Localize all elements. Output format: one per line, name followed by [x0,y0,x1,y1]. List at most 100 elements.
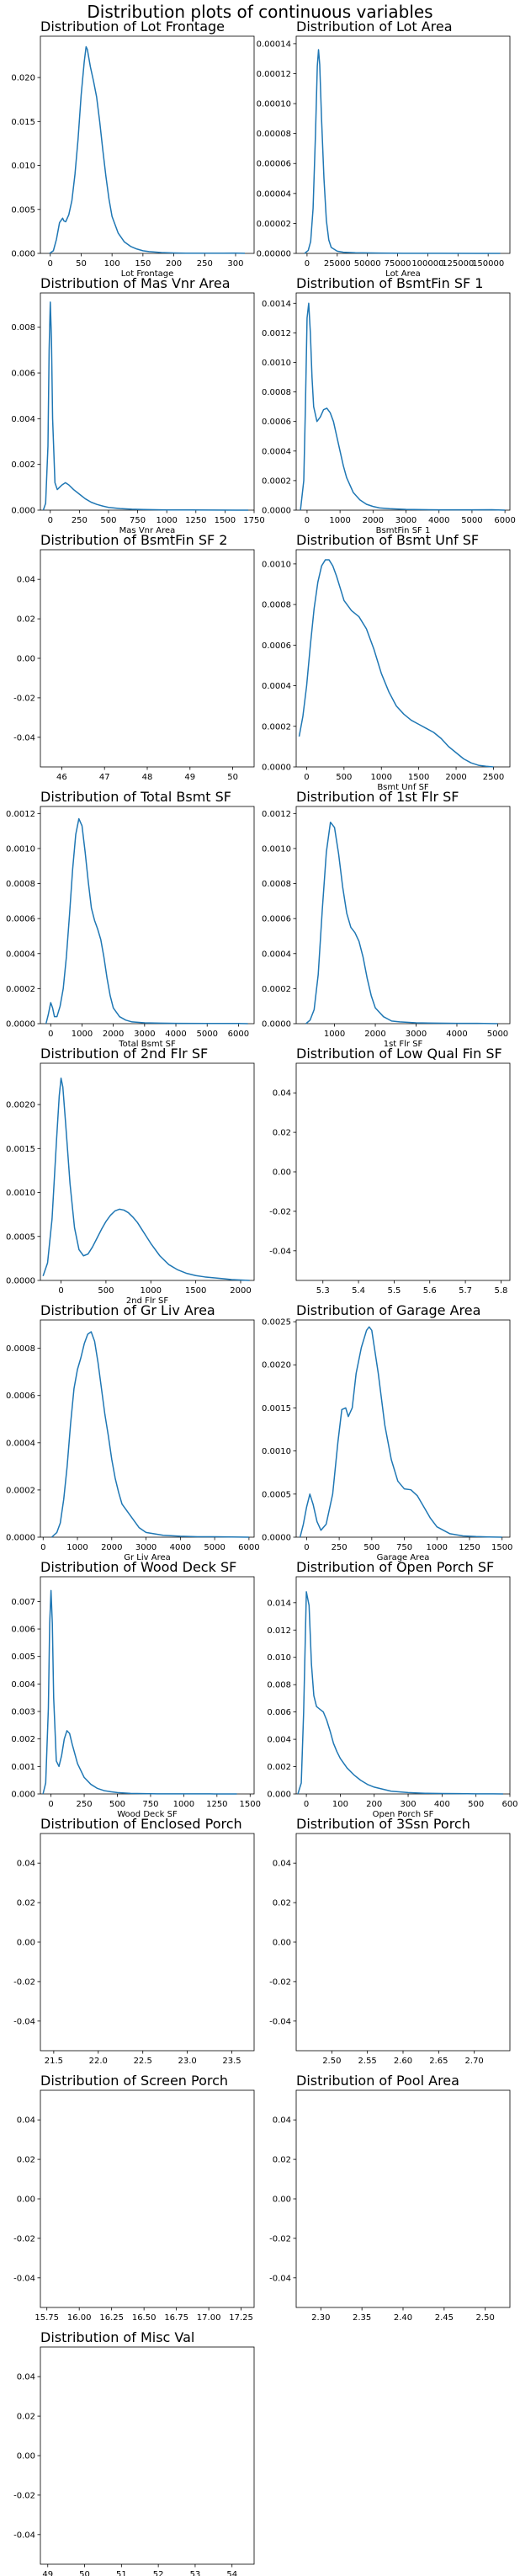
y-tick-label: 0.0006 [262,915,291,924]
x-tick-label: 1000 [141,1286,162,1296]
chart-panel: Distribution of Bsmt Unf SF 0 500 1000 1500 2… [262,532,511,792]
y-tick-label: 0.004 [11,1680,35,1690]
x-tick-label: 750 [130,516,146,525]
axes-frame [40,2346,255,2565]
y-tick-label: -0.02 [13,694,35,703]
chart-panel: Distribution of Mas Vnr Area 0 250 500 750 10… [11,275,264,535]
x-tick-label: 0 [48,1030,53,1039]
x-tick-label: 2000 [101,1543,122,1552]
chart-title: Distribution of Mas Vnr Area [40,275,231,291]
chart-panel: Distribution of Total Bsmt SF 0 1000 2000 30… [6,789,255,1049]
y-tick-label: 0.0015 [262,1404,291,1413]
x-tick-label: 1000 [66,1543,88,1552]
x-tick-label: 51 [116,2570,127,2576]
x-tick-label: 200 [366,1800,382,1809]
y-tick-label: 0.008 [11,323,35,333]
chart-title: Distribution of Lot Frontage [40,19,225,35]
y-tick-label: -0.04 [269,2274,291,2283]
axes-frame [295,1576,511,1795]
chart-title: Distribution of Wood Deck SF [40,1559,236,1575]
y-tick-label: 0.015 [11,118,35,127]
x-tick-label: 1250 [459,1543,480,1552]
chart-panel: Distribution of Low Qual Fin SF 5.3 5.4 5.5… [269,1046,511,1296]
y-tick-label: 0.0010 [6,844,35,854]
x-tick-label: 5.5 [387,1286,401,1296]
x-tick-label: 500 [363,1543,379,1552]
y-tick-label: 0.005 [11,205,35,215]
x-tick-label: 2000 [364,1030,385,1039]
x-axis-label: Mas Vnr Area [119,526,176,535]
x-tick-label: 500 [109,1800,125,1809]
x-tick-label: 5.6 [423,1286,437,1296]
y-tick-label: 0.0020 [262,1361,291,1370]
x-tick-label: 49 [42,2570,53,2576]
y-tick-label: 0.0006 [6,915,35,924]
x-tick-label: 1000 [156,516,177,525]
y-tick-label: -0.02 [13,2234,35,2243]
y-tick-label: 0.0020 [6,1101,35,1110]
x-tick-label: 3000 [406,1030,427,1039]
density-line [297,1591,503,1795]
y-tick-label: 0.0000 [262,764,291,773]
chart-panel: Distribution of 3Ssn Porch 2.50 2.55 2.60 2.… [269,1816,511,2066]
x-tick-label: 1500 [408,773,429,782]
x-tick-label: 2.55 [358,2057,377,2066]
x-tick-label: 2000 [363,516,384,525]
axes-frame [40,35,255,254]
chart-title: Distribution of BsmtFin SF 1 [296,275,483,291]
axes-frame [295,1062,511,1281]
chart-title: Distribution of BsmtFin SF 2 [40,532,227,548]
axes-frame [295,1833,511,2052]
y-tick-label: 0.04 [273,1860,291,1869]
y-tick-label: 0.006 [11,370,35,379]
x-tick-label: 75000 [385,259,411,269]
x-tick-label: 2.45 [435,2313,454,2323]
x-tick-label: 100000 [411,259,443,269]
y-tick-label: 0.012 [267,1626,291,1636]
x-tick-label: 2.30 [311,2313,330,2323]
x-tick-label: 100 [104,259,120,269]
x-tick-label: 150000 [472,259,504,269]
y-tick-label: 0.0000 [262,1020,291,1030]
x-tick-label: 54 [226,2570,237,2576]
x-tick-label: 1000 [72,1030,93,1039]
x-tick-label: 0 [304,1800,309,1809]
y-tick-label: 0.00008 [257,130,291,139]
x-tick-label: 50 [79,2570,90,2576]
y-tick-label: -0.04 [269,1247,291,1256]
chart-panel: Distribution of Gr Liv Area 0 1000 2000 3000… [6,1302,260,1562]
figure-title: Distribution plots of continuous variabl… [87,2,432,22]
y-tick-label: 0.04 [273,2116,291,2126]
x-tick-label: 500 [100,516,116,525]
x-tick-label: 1500 [491,1543,512,1552]
x-axis-label: BsmtFin SF 1 [376,526,431,535]
x-tick-label: 0 [304,773,309,782]
y-tick-label: 0.0008 [6,880,35,889]
x-tick-label: 500 [468,1800,484,1809]
y-tick-label: 0.0005 [262,1490,291,1499]
x-tick-label: 46 [56,773,67,782]
axes-frame [40,549,255,768]
axes-frame [295,1319,511,1538]
y-tick-label: 0.0004 [262,447,291,456]
x-tick-label: 0 [58,1286,63,1296]
y-tick-label: 0.005 [11,1653,35,1662]
y-tick-label: 0.0010 [262,1447,291,1456]
x-tick-label: 600 [501,1800,517,1809]
x-tick-label: 5000 [204,1543,225,1552]
y-tick-label: 0.010 [11,162,35,171]
x-tick-label: 23.5 [222,2057,241,2066]
chart-panel: Distribution of Screen Porch 15.75 16.00 16… [13,2073,255,2323]
y-tick-label: 0.00004 [257,189,291,199]
chart-title: Distribution of Pool Area [296,2073,459,2089]
y-tick-label: 0.0010 [262,560,291,569]
x-tick-label: 250 [332,1543,348,1552]
x-tick-label: 1000 [173,1800,194,1809]
x-tick-label: 49 [184,773,195,782]
chart-title: Distribution of Misc Val [40,2329,194,2345]
x-tick-label: 250 [77,1800,93,1809]
chart-panel: Distribution of Wood Deck SF 0 250 500 750 10… [11,1559,261,1819]
x-axis-label: Garage Area [377,1553,430,1562]
chart-panels: Distribution of Lot Frontage 0 50 100 150 200… [6,19,518,2576]
x-tick-label: 250 [197,259,213,269]
